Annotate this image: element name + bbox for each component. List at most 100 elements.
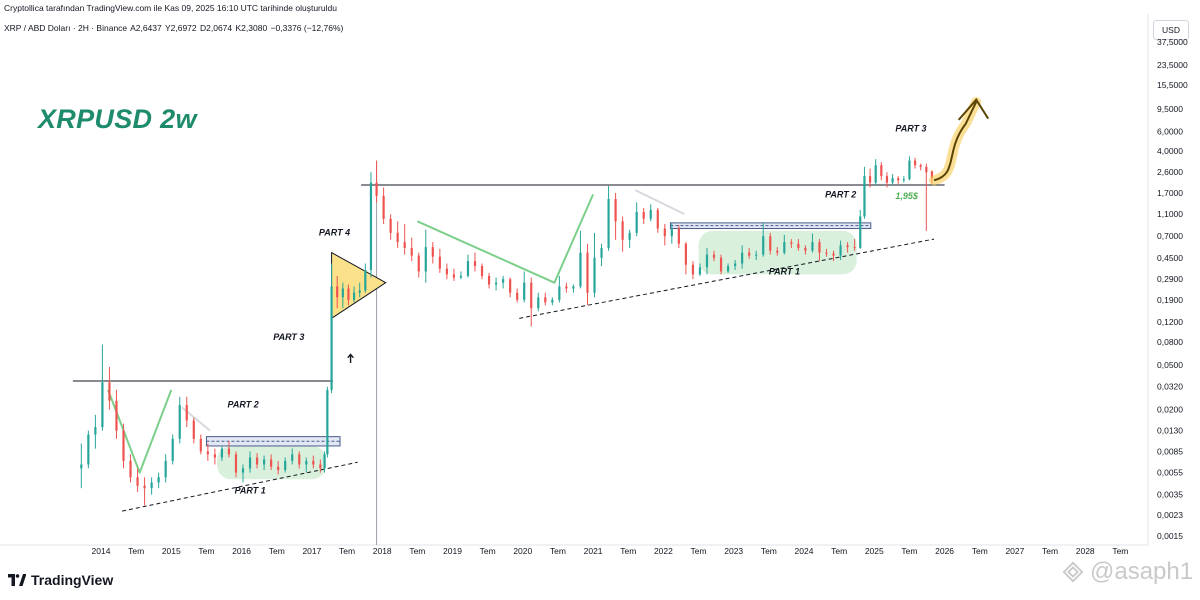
- candle-body: [544, 297, 547, 303]
- time-tick-label: Tem: [831, 546, 847, 556]
- candle-body: [270, 459, 273, 467]
- candle-body: [424, 247, 427, 272]
- candle-body: [352, 292, 356, 300]
- price-tick-label: 0,0320: [1157, 382, 1183, 392]
- candle-body: [726, 266, 730, 272]
- candle-body: [790, 242, 793, 244]
- time-tick-label: 2015: [162, 546, 181, 556]
- time-tick-label: Tem: [128, 546, 144, 556]
- candle-body: [684, 243, 687, 265]
- candle-body: [241, 468, 245, 473]
- time-tick-label: 2014: [92, 546, 111, 556]
- time-tick-label: Tem: [269, 546, 285, 556]
- candle-body: [358, 290, 361, 293]
- rising-support-trendline: [519, 238, 935, 319]
- candle-body: [312, 460, 315, 465]
- candle-body: [326, 389, 329, 455]
- candle-body: [330, 286, 333, 390]
- candle-body: [87, 434, 90, 465]
- candle-body: [846, 245, 849, 248]
- candle-body: [115, 400, 118, 431]
- candle-body: [291, 454, 294, 461]
- candle-body: [880, 165, 883, 177]
- candle-body: [691, 264, 695, 275]
- candle-body: [164, 460, 167, 478]
- candle-body: [859, 216, 862, 248]
- time-tick-label: 2016: [232, 546, 251, 556]
- candle-body: [382, 195, 385, 219]
- time-tick-label: 2021: [584, 546, 603, 556]
- price-tick-label: 0,0085: [1157, 446, 1183, 456]
- candle-body: [220, 448, 224, 458]
- price-tick-label: 6,0000: [1157, 126, 1183, 136]
- currency-selector[interactable]: USD: [1153, 20, 1189, 40]
- candle-body: [417, 255, 420, 272]
- time-tick-label: 2020: [513, 546, 532, 556]
- part-label: PART 4: [319, 228, 350, 238]
- open-value: A2,6437: [130, 23, 162, 33]
- candle-body: [913, 160, 917, 166]
- candle-body: [389, 218, 392, 233]
- candle-body: [649, 209, 652, 219]
- candle-body: [157, 477, 160, 483]
- candle-body: [459, 275, 463, 278]
- candle-body: [143, 485, 146, 489]
- candle-body: [762, 236, 765, 255]
- candle-body: [206, 451, 209, 455]
- candle-body: [438, 256, 441, 269]
- price-tick-label: 15,5000: [1157, 80, 1188, 90]
- price-tick-label: 0,0500: [1157, 360, 1183, 370]
- price-tick-label: 0,1200: [1157, 317, 1183, 327]
- chart-attribution: Cryptollica tarafından TradingView.com i…: [4, 3, 337, 13]
- candle-body: [530, 282, 533, 309]
- part-label: PART 1: [235, 485, 266, 495]
- tradingview-logo[interactable]: TradingView: [8, 572, 113, 588]
- candle-body: [171, 438, 174, 461]
- candle-body: [262, 459, 266, 465]
- candle-body: [565, 286, 568, 289]
- candle-body: [523, 282, 526, 300]
- candle-body: [698, 267, 702, 275]
- candle-body: [319, 464, 322, 469]
- time-tick-label: Tem: [339, 546, 355, 556]
- low-value: D2,0674: [200, 23, 233, 33]
- tradingview-wordmark: TradingView: [31, 572, 114, 588]
- time-tick-label: 2019: [443, 546, 462, 556]
- candle-body: [628, 232, 631, 240]
- candle-body: [607, 199, 610, 248]
- candle-body: [621, 221, 624, 240]
- candle-body: [804, 247, 807, 251]
- tradingview-icon: [8, 574, 26, 586]
- candle-body: [129, 460, 132, 478]
- part-label: PART 1: [769, 266, 800, 276]
- candle-body: [902, 179, 905, 181]
- close-value: K2,3080: [235, 23, 268, 33]
- price-tick-label: 4,0000: [1157, 146, 1183, 156]
- price-tick-label: 37,5000: [1157, 37, 1188, 47]
- symbol-bar: XRP / ABD Doları · 2H · Binance A2,6437 …: [4, 23, 344, 33]
- price-tick-label: 0,0015: [1157, 531, 1183, 541]
- candle-body: [364, 270, 367, 291]
- candle-body: [600, 247, 603, 258]
- candle-body: [642, 211, 645, 219]
- candle-body: [897, 178, 900, 181]
- candle-body: [874, 165, 877, 183]
- pullback-arrow: [634, 189, 685, 216]
- candle-body: [80, 464, 83, 469]
- rising-support-trendline: [121, 461, 358, 512]
- time-tick-label: Tem: [480, 546, 496, 556]
- swing-path: [107, 389, 173, 474]
- candle-body: [776, 250, 779, 253]
- candle-body: [305, 460, 308, 465]
- candle-body: [586, 252, 589, 293]
- diamond-icon: [1062, 561, 1084, 583]
- candle-body: [863, 176, 866, 217]
- candle-body: [558, 286, 561, 300]
- candle-body: [891, 178, 894, 183]
- candle-body: [635, 211, 638, 233]
- price-target-label: 1,95$: [895, 191, 919, 201]
- time-tick-label: 2028: [1076, 546, 1095, 556]
- symbol-name[interactable]: XRP / ABD Doları · 2H · Binance: [4, 23, 128, 33]
- candle-body: [199, 438, 202, 452]
